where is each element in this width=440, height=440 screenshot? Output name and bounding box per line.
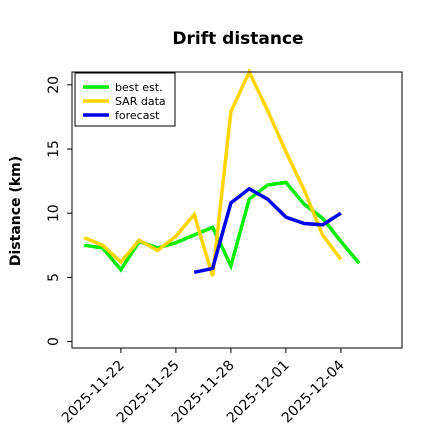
legend-entry-label: forecast bbox=[115, 109, 160, 122]
legend-entry-label: best est. bbox=[115, 81, 163, 94]
y-tick-label: 15 bbox=[46, 140, 62, 158]
chart-title: Drift distance bbox=[172, 29, 303, 49]
series-line-forecast bbox=[193, 186, 342, 275]
legend-entry-label: SAR data bbox=[115, 95, 166, 108]
y-tick-label: 5 bbox=[46, 273, 62, 282]
series-line-sar-data bbox=[83, 67, 343, 277]
y-tick-label: 10 bbox=[46, 204, 62, 222]
y-tick-label: 0 bbox=[46, 337, 62, 346]
y-axis-label: Distance (km) bbox=[8, 156, 24, 266]
y-tick-label: 20 bbox=[46, 76, 62, 94]
plot-frame bbox=[71, 71, 403, 349]
